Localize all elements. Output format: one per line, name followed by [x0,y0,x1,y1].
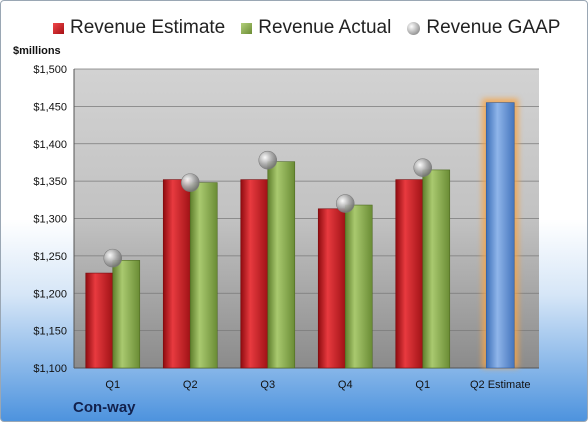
y-tick-label: $1,250 [33,251,67,263]
x-tick-label: Q1 [105,379,120,391]
y-axis-ticks: $1,100 $1,150 $1,200 $1,250 $1,300 $1,350 $1,4… [33,64,67,375]
x-tick-label: Q3 [260,379,275,391]
bar-revenue-actual [112,260,141,369]
gaap-points [103,150,433,268]
x-tick-label: Q2 [183,379,198,391]
point-revenue-gaap [103,248,123,268]
company-name: Con-way [73,399,136,416]
y-tick-label: $1,400 [33,139,67,151]
x-tick-label: Q2 Estimate [470,379,531,391]
y-tick-label: $1,300 [33,214,67,226]
bar-revenue-actual [422,169,451,369]
point-revenue-gaap [413,158,433,177]
bar-revenue-actual [189,182,218,369]
legend-swatch-revenue-gaap [407,21,421,35]
legend-item-revenue-actual: Revenue Actual [241,17,391,39]
x-tick-label: Q1 [415,379,430,391]
legend-item-revenue-estimate: Revenue Estimate [53,17,225,39]
bar-revenue-estimate-future [485,102,515,369]
bar-revenue-estimate [85,272,114,369]
bars [85,98,519,369]
legend-swatch-revenue-estimate [53,22,64,34]
chart-legend: Revenue Estimate Revenue Actual Revenue … [53,17,576,39]
y-tick-label: $1,350 [33,176,67,188]
legend-label-revenue-estimate: Revenue Estimate [70,17,226,38]
y-tick-label: $1,450 [33,101,67,113]
bar-revenue-actual [344,204,373,369]
x-tick-label: Q4 [338,379,353,391]
bar-revenue-estimate [395,179,424,369]
y-tick-label: $1,500 [33,64,67,76]
bar-revenue-estimate [162,179,191,369]
point-revenue-gaap [258,150,278,170]
bar-revenue-estimate [317,208,346,369]
point-revenue-gaap [335,194,355,213]
legend-label-revenue-actual: Revenue Actual [258,17,392,38]
gridlines [73,68,539,369]
bar-revenue-actual [267,161,296,369]
point-revenue-gaap [180,173,200,192]
legend-swatch-revenue-actual [241,22,253,34]
bar-revenue-estimate [240,179,269,369]
y-tick-label: $1,100 [33,363,67,375]
y-tick-label: $1,200 [33,288,67,300]
legend-item-revenue-gaap: Revenue GAAP [407,17,560,39]
x-axis-ticks: Q1 Q2 Q3 Q4 Q1 Q2 Estimate [105,379,530,391]
y-axis-unit-label: $millions [13,45,61,57]
legend-label-revenue-gaap: Revenue GAAP [426,17,561,38]
y-tick-label: $1,150 [33,326,67,338]
